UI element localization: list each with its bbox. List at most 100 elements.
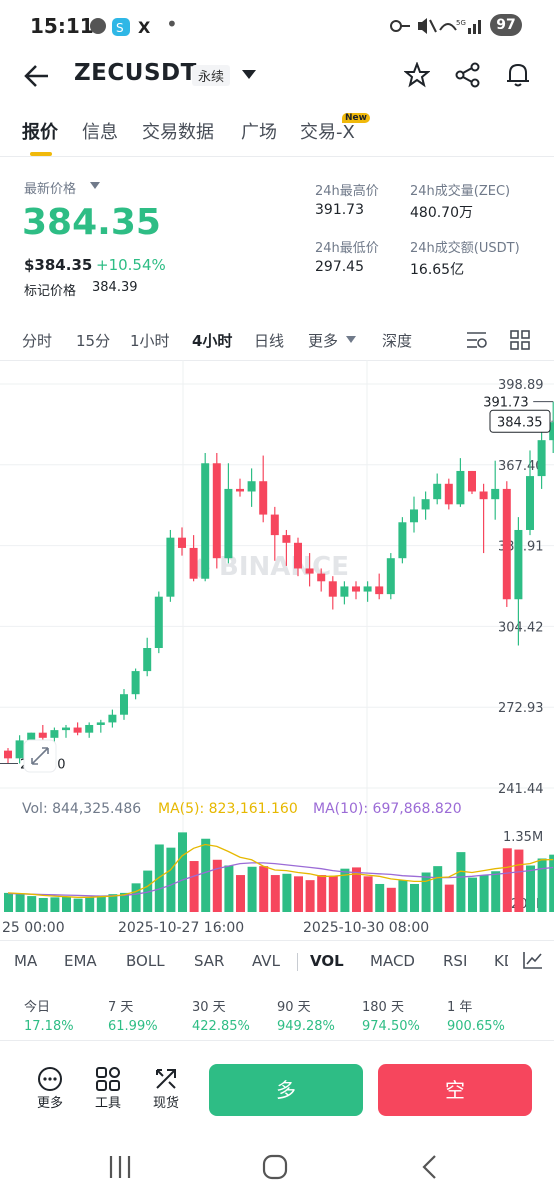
- candle: [305, 568, 314, 574]
- candle: [73, 727, 82, 733]
- indicator-ma[interactable]: MA: [14, 952, 38, 970]
- candle: [328, 581, 337, 597]
- symbol-title[interactable]: ZECUSDT: [74, 60, 197, 86]
- volume-bar: [166, 847, 176, 912]
- timeframe-item-active[interactable]: 4小时: [192, 332, 233, 350]
- volume-bar: [328, 875, 338, 912]
- indicator-sar[interactable]: SAR: [194, 952, 225, 970]
- high-price-label: 391.73: [483, 396, 529, 411]
- price-tick: 272.93: [498, 701, 544, 716]
- indicator-rsi[interactable]: RSI: [443, 952, 468, 970]
- volume-bar: [421, 872, 431, 912]
- candle: [224, 488, 233, 559]
- recent-apps-icon[interactable]: [108, 1154, 132, 1180]
- candle: [386, 558, 395, 595]
- candle: [201, 463, 210, 579]
- candle: [189, 547, 198, 579]
- usd-price: $384.35: [24, 256, 93, 274]
- more-tool-label: 更多: [36, 1096, 63, 1111]
- volume-bar: [363, 876, 373, 912]
- timeframe-more[interactable]: 更多: [308, 332, 339, 350]
- perf-30d: 30 天 422.85%: [192, 1000, 250, 1034]
- more-dropdown-icon[interactable]: [346, 336, 356, 344]
- indicator-chart-button[interactable]: [508, 944, 554, 978]
- candle: [38, 732, 47, 738]
- candle: [352, 586, 360, 592]
- tab-info[interactable]: 信息: [82, 122, 118, 143]
- candle: [375, 586, 384, 595]
- symbol-dropdown-icon[interactable]: [241, 68, 257, 80]
- indicator-settings-icon[interactable]: [466, 330, 488, 350]
- candle: [410, 509, 418, 523]
- volume-bar: [502, 848, 512, 912]
- status-time: 15:11: [30, 14, 94, 38]
- candle: [143, 648, 152, 672]
- timeframe-item[interactable]: 日线: [254, 332, 285, 350]
- long-button[interactable]: 多: [209, 1064, 363, 1116]
- layout-grid-icon[interactable]: [510, 330, 530, 350]
- timeframe-depth[interactable]: 深度: [382, 332, 413, 350]
- tab-quote[interactable]: 报价: [22, 122, 58, 143]
- candle: [259, 481, 268, 515]
- timeframe-item[interactable]: 1小时: [130, 332, 170, 350]
- candle: [433, 483, 442, 500]
- candle: [166, 537, 175, 597]
- volume-bar: [305, 880, 315, 912]
- candle: [108, 714, 117, 723]
- spot-button[interactable]: 现货: [146, 1066, 186, 1111]
- chart-top-divider: [0, 360, 554, 361]
- volume-bar: [410, 883, 419, 912]
- time-axis-label: 2025-10-30 08:00: [303, 920, 429, 936]
- volume-bar: [201, 838, 211, 912]
- tab-divider: [0, 156, 554, 157]
- volume-bar: [444, 884, 454, 912]
- tools-label: 工具: [94, 1096, 121, 1111]
- candle: [154, 596, 163, 649]
- volume-bar: [27, 896, 37, 912]
- last-price-dropdown-icon[interactable]: [90, 182, 100, 190]
- volume-bar: [537, 858, 547, 912]
- active-tab-indicator: [30, 152, 52, 156]
- volume-bar: [212, 859, 222, 912]
- more-notifications-dot: •: [166, 12, 178, 36]
- volume-bar: [85, 897, 95, 912]
- tools-button[interactable]: 工具: [88, 1066, 128, 1111]
- volume-bar: [479, 875, 489, 912]
- candle: [491, 488, 500, 500]
- volume-bar: [491, 871, 501, 912]
- back-nav-icon[interactable]: [420, 1154, 438, 1180]
- candle: [178, 537, 186, 548]
- volume-tick-max: 1.35M: [503, 830, 543, 845]
- tab-trading-data[interactable]: 交易数据: [142, 122, 214, 143]
- volume-bar: [270, 875, 280, 912]
- short-button[interactable]: 空: [378, 1064, 532, 1116]
- back-arrow-icon[interactable]: [24, 64, 50, 88]
- bell-icon[interactable]: [505, 62, 531, 88]
- volume-usdt-value: 16.65亿: [410, 262, 465, 278]
- indicator-ema[interactable]: EMA: [64, 952, 97, 970]
- svg-text:5G: 5G: [456, 19, 466, 27]
- candle: [96, 722, 105, 725]
- contract-type-badge: 永续: [192, 65, 231, 86]
- current-price-label: 384.35: [497, 415, 543, 430]
- perf-divider: [0, 1040, 554, 1041]
- tab-square[interactable]: 广场: [241, 122, 277, 143]
- star-icon[interactable]: [404, 62, 430, 88]
- timeframe-item[interactable]: 分时: [22, 332, 53, 350]
- indicator-boll[interactable]: BOLL: [126, 952, 165, 970]
- tab-trade-x[interactable]: 交易-X: [300, 122, 355, 143]
- more-tool-button[interactable]: 更多: [30, 1066, 70, 1111]
- candle: [421, 499, 430, 510]
- timeframe-item[interactable]: 15分: [76, 332, 111, 350]
- indicator-avl[interactable]: AVL: [252, 952, 280, 970]
- indicator-macd[interactable]: MACD: [370, 952, 415, 970]
- volume-bar: [131, 883, 141, 912]
- volume-bar: [468, 877, 477, 912]
- candle: [294, 542, 302, 569]
- volume-bar: [224, 865, 234, 912]
- share-icon[interactable]: [455, 62, 481, 88]
- volume-bar: [96, 895, 106, 912]
- indicator-vol[interactable]: VOL: [310, 952, 344, 970]
- home-icon[interactable]: [262, 1154, 288, 1180]
